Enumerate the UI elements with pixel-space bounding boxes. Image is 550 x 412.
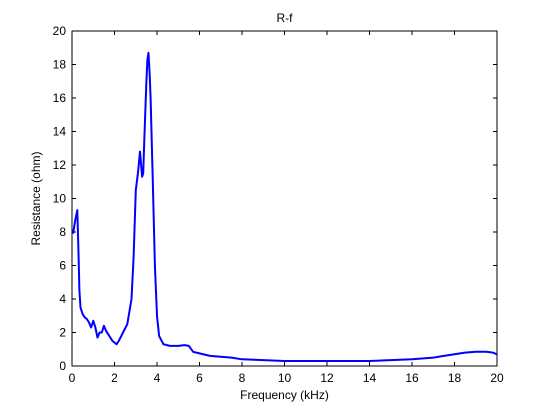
y-tick-label: 6 (59, 259, 66, 273)
y-tick-label: 0 (59, 359, 66, 373)
x-tick-label: 4 (154, 371, 161, 385)
y-tick-label: 16 (53, 91, 67, 105)
y-axis-ticks: 0 2 4 6 8 10 12 14 16 18 20 (53, 24, 497, 373)
x-tick-label: 18 (448, 371, 462, 385)
x-tick-label: 10 (278, 371, 292, 385)
x-tick-label: 20 (490, 371, 504, 385)
series-line (72, 51, 498, 362)
y-tick-label: 20 (53, 24, 67, 38)
x-tick-label: 8 (239, 371, 246, 385)
x-axis-title: Frequency (kHz) (240, 388, 329, 402)
y-tick-label: 4 (59, 292, 66, 306)
plot-area (71, 30, 498, 367)
y-axis-title: Resistance (ohm) (29, 151, 43, 245)
x-tick-label: 0 (69, 371, 76, 385)
x-tick-label: 16 (405, 371, 419, 385)
y-tick-label: 18 (53, 58, 67, 72)
x-tick-label: 6 (196, 371, 203, 385)
x-tick-label: 2 (111, 371, 118, 385)
y-tick-label: 10 (53, 192, 67, 206)
chart-title: R-f (277, 11, 294, 25)
y-tick-label: 2 (59, 326, 66, 340)
x-axis-ticks: 0 2 4 6 8 10 12 14 16 18 20 (69, 31, 504, 385)
series-layer (72, 51, 498, 362)
y-tick-label: 12 (53, 158, 67, 172)
y-tick-label: 8 (59, 225, 66, 239)
x-tick-label: 12 (320, 371, 334, 385)
y-tick-label: 14 (53, 125, 67, 139)
x-tick-label: 14 (363, 371, 377, 385)
